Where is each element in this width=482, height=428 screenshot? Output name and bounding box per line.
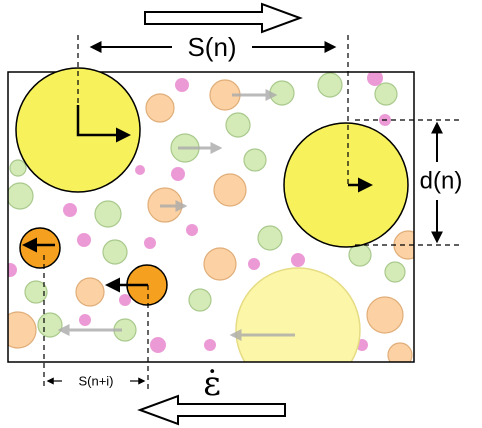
particle <box>171 167 185 181</box>
particle <box>144 237 156 249</box>
particle <box>63 203 77 217</box>
particle <box>204 339 216 351</box>
particle <box>119 294 131 306</box>
particle <box>3 263 17 277</box>
particle <box>318 73 342 97</box>
small-particle <box>20 228 60 268</box>
label-strain-rate: ε̇ <box>203 364 221 404</box>
particle <box>146 94 174 122</box>
particle <box>189 289 211 311</box>
particle <box>0 312 36 348</box>
particle <box>291 253 305 267</box>
particle <box>38 313 62 337</box>
particle <box>258 226 282 250</box>
particle <box>10 160 26 176</box>
particle <box>103 240 127 264</box>
label-d-n: d(n) <box>420 167 463 194</box>
large-particle <box>284 123 408 247</box>
particle <box>7 183 33 209</box>
particle <box>375 83 397 105</box>
label-s-n-i: S(n+i) <box>78 373 113 388</box>
particle <box>236 268 360 392</box>
particle <box>214 174 246 206</box>
particle <box>95 201 121 227</box>
particle <box>76 278 104 306</box>
particle <box>248 258 260 270</box>
label-s-n: S(n) <box>187 32 236 62</box>
particle <box>204 248 236 280</box>
particle <box>244 149 266 171</box>
particle <box>150 337 166 353</box>
particle <box>388 343 412 367</box>
particle <box>77 233 91 247</box>
diagram: S(n) d(n) S(n+i) ε̇ <box>0 0 482 428</box>
particle <box>175 78 189 92</box>
shear-arrow-top <box>145 4 300 32</box>
particle <box>394 231 422 259</box>
particle <box>226 113 250 137</box>
particle <box>79 314 91 326</box>
particle <box>270 81 294 105</box>
particle <box>186 224 198 236</box>
particle <box>135 165 145 175</box>
particle <box>367 297 403 333</box>
particle <box>385 262 405 282</box>
